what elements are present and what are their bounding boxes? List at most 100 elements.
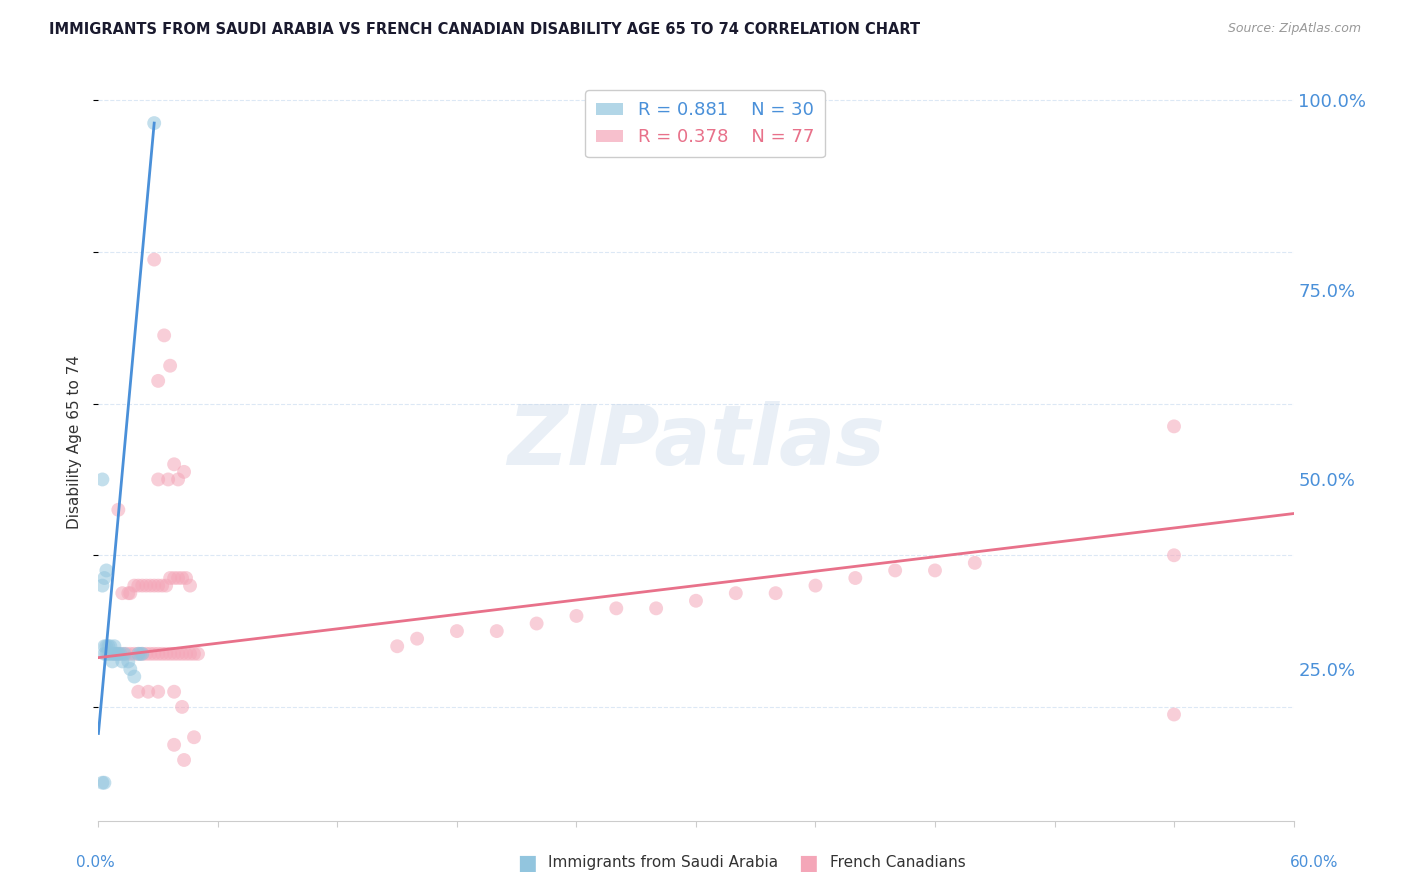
- Point: [179, 579, 201, 593]
- Text: Source: ZipAtlas.com: Source: ZipAtlas.com: [1227, 22, 1361, 36]
- Point: [91, 579, 114, 593]
- Point: [685, 594, 707, 608]
- Point: [103, 647, 125, 661]
- Point: [163, 738, 186, 752]
- Point: [526, 616, 548, 631]
- Point: [91, 473, 114, 487]
- Point: [93, 647, 115, 661]
- Point: [150, 647, 173, 661]
- Point: [91, 776, 114, 790]
- Point: [172, 571, 194, 585]
- Text: Immigrants from Saudi Arabia: Immigrants from Saudi Arabia: [548, 855, 779, 870]
- Point: [565, 608, 588, 623]
- Point: [115, 647, 138, 661]
- Point: [179, 647, 201, 661]
- Point: [173, 753, 195, 767]
- Point: [97, 647, 120, 661]
- Point: [93, 639, 115, 653]
- Point: [174, 647, 197, 661]
- Point: [107, 502, 129, 516]
- Point: [1163, 419, 1185, 434]
- Point: [129, 647, 152, 661]
- Point: [645, 601, 668, 615]
- Point: [96, 639, 118, 653]
- Point: [136, 685, 159, 699]
- Point: [103, 647, 125, 661]
- Point: [127, 647, 149, 661]
- Point: [163, 457, 186, 471]
- Point: [1163, 548, 1185, 563]
- Point: [174, 571, 197, 585]
- Point: [173, 465, 195, 479]
- Text: French Canadians: French Canadians: [830, 855, 966, 870]
- Text: 0.0%: 0.0%: [76, 855, 115, 870]
- Point: [124, 669, 146, 684]
- Point: [765, 586, 787, 600]
- Point: [127, 647, 149, 661]
- Point: [148, 374, 170, 388]
- Point: [148, 473, 170, 487]
- Point: [167, 473, 190, 487]
- Point: [124, 579, 146, 593]
- Point: [148, 579, 170, 593]
- Point: [139, 647, 162, 661]
- Point: [724, 586, 747, 600]
- Point: [117, 655, 139, 669]
- Point: [157, 473, 180, 487]
- Point: [143, 647, 166, 661]
- Point: [131, 647, 153, 661]
- Point: [485, 624, 508, 639]
- Legend: R = 0.881    N = 30, R = 0.378    N = 77: R = 0.881 N = 30, R = 0.378 N = 77: [585, 90, 825, 157]
- Point: [131, 579, 153, 593]
- Point: [111, 586, 134, 600]
- Point: [172, 699, 194, 714]
- Point: [148, 685, 170, 699]
- Point: [143, 116, 166, 130]
- Y-axis label: Disability Age 65 to 74: Disability Age 65 to 74: [67, 354, 83, 529]
- Text: ■: ■: [799, 853, 818, 872]
- Point: [159, 571, 181, 585]
- Point: [135, 647, 157, 661]
- Point: [884, 564, 907, 578]
- Text: ZIPatlas: ZIPatlas: [508, 401, 884, 482]
- Point: [167, 647, 190, 661]
- Point: [924, 564, 946, 578]
- Point: [103, 639, 125, 653]
- Point: [159, 359, 181, 373]
- Point: [148, 647, 170, 661]
- Point: [963, 556, 986, 570]
- Point: [159, 647, 181, 661]
- Point: [97, 639, 120, 653]
- Point: [155, 579, 177, 593]
- Point: [131, 647, 153, 661]
- Point: [1163, 707, 1185, 722]
- Point: [172, 647, 194, 661]
- Point: [153, 328, 176, 343]
- Point: [844, 571, 866, 585]
- Point: [124, 647, 146, 661]
- Point: [163, 647, 186, 661]
- Point: [150, 579, 173, 593]
- Point: [385, 639, 409, 653]
- Point: [155, 647, 177, 661]
- Point: [446, 624, 468, 639]
- Point: [101, 655, 124, 669]
- Point: [107, 647, 129, 661]
- Point: [105, 647, 128, 661]
- Point: [96, 647, 118, 661]
- Point: [163, 571, 186, 585]
- Point: [163, 685, 186, 699]
- Point: [98, 647, 122, 661]
- Text: IMMIGRANTS FROM SAUDI ARABIA VS FRENCH CANADIAN DISABILITY AGE 65 TO 74 CORRELAT: IMMIGRANTS FROM SAUDI ARABIA VS FRENCH C…: [49, 22, 921, 37]
- Point: [139, 579, 162, 593]
- Point: [107, 647, 129, 661]
- Point: [127, 579, 149, 593]
- Point: [183, 647, 205, 661]
- Point: [135, 579, 157, 593]
- Point: [93, 571, 115, 585]
- Point: [111, 655, 134, 669]
- Point: [120, 662, 142, 676]
- Point: [183, 730, 205, 744]
- Text: 60.0%: 60.0%: [1291, 855, 1339, 870]
- Point: [120, 647, 142, 661]
